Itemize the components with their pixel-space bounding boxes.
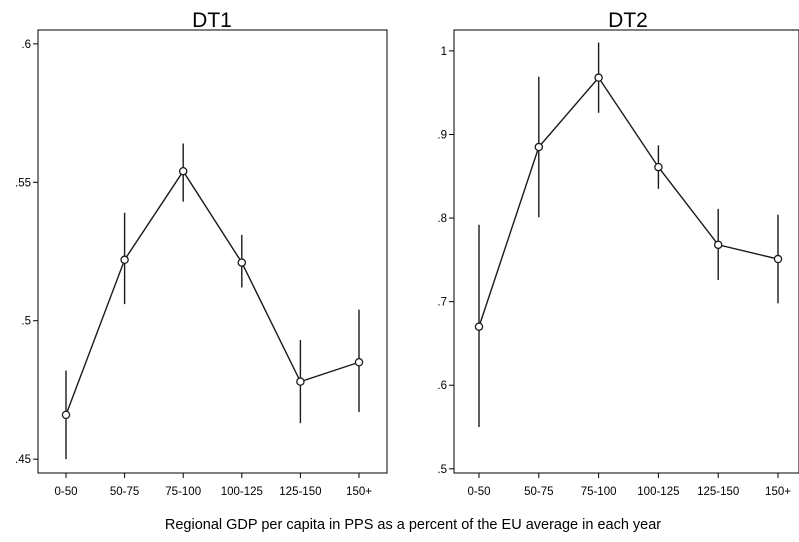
x-tick-label: 0-50	[467, 486, 490, 498]
y-tick-label: .6	[437, 380, 447, 392]
data-point	[61, 410, 71, 420]
data-point	[474, 322, 484, 331]
series-line	[65, 169, 360, 416]
data-point	[354, 357, 364, 367]
data-point	[296, 377, 305, 386]
data-point	[773, 254, 783, 264]
panel-dt2: DT2 .5 .6 .7 .8 .9 1 0-50 50-75 75-100 100-125 125…	[437, 9, 799, 498]
x-tick-label: 50-75	[524, 486, 553, 498]
x-tick-label: 125-150	[279, 486, 321, 498]
y-tick-label: .45	[15, 454, 31, 466]
data-point	[120, 255, 129, 265]
x-tick-label: 125-150	[697, 486, 739, 498]
data-point	[237, 258, 247, 267]
x-tick-label: 100-125	[221, 486, 263, 498]
y-tick-label: .9	[437, 129, 447, 141]
series-line	[478, 76, 779, 327]
shared-x-axis-label: Regional GDP per capita in PPS as a perc…	[165, 517, 661, 533]
panel-dt1: DT1 .45 .5 .55 .6 0-50 50-75 75-100 100-125 125-…	[15, 9, 388, 498]
panel-title-dt1: DT1	[192, 9, 232, 32]
y-tick-label: .8	[437, 213, 447, 225]
data-point	[594, 73, 603, 82]
marks-dt2: .5 .6 .7 .8 .9 1 0-50 50-75 75-100 100-125 125-150…	[437, 42, 791, 498]
y-tick-label: 1	[441, 46, 447, 58]
y-tick-label: .5	[437, 464, 447, 476]
x-tick-label: 0-50	[54, 486, 77, 498]
data-point	[534, 142, 544, 152]
y-tick-label: .55	[15, 177, 31, 189]
x-tick-label: 150+	[765, 486, 791, 498]
x-tick-label: 75-100	[581, 486, 617, 498]
x-tick-label: 50-75	[110, 486, 139, 498]
panel-title-dt2: DT2	[608, 9, 648, 32]
data-point	[713, 240, 723, 250]
x-tick-label: 75-100	[165, 486, 201, 498]
y-tick-label: .6	[21, 39, 31, 51]
data-point	[178, 166, 188, 176]
x-tick-label: 150+	[346, 486, 372, 498]
plot-frame-dt1	[37, 29, 388, 474]
y-tick-label: .7	[437, 297, 447, 309]
data-point	[654, 162, 663, 172]
marks-dt1: .45 .5 .55 .6 0-50 50-75 75-100 100-125 125-150 1…	[15, 39, 372, 498]
x-tick-label: 100-125	[637, 486, 679, 498]
y-tick-label: .5	[21, 316, 31, 328]
plot-frame-dt2	[453, 29, 799, 474]
